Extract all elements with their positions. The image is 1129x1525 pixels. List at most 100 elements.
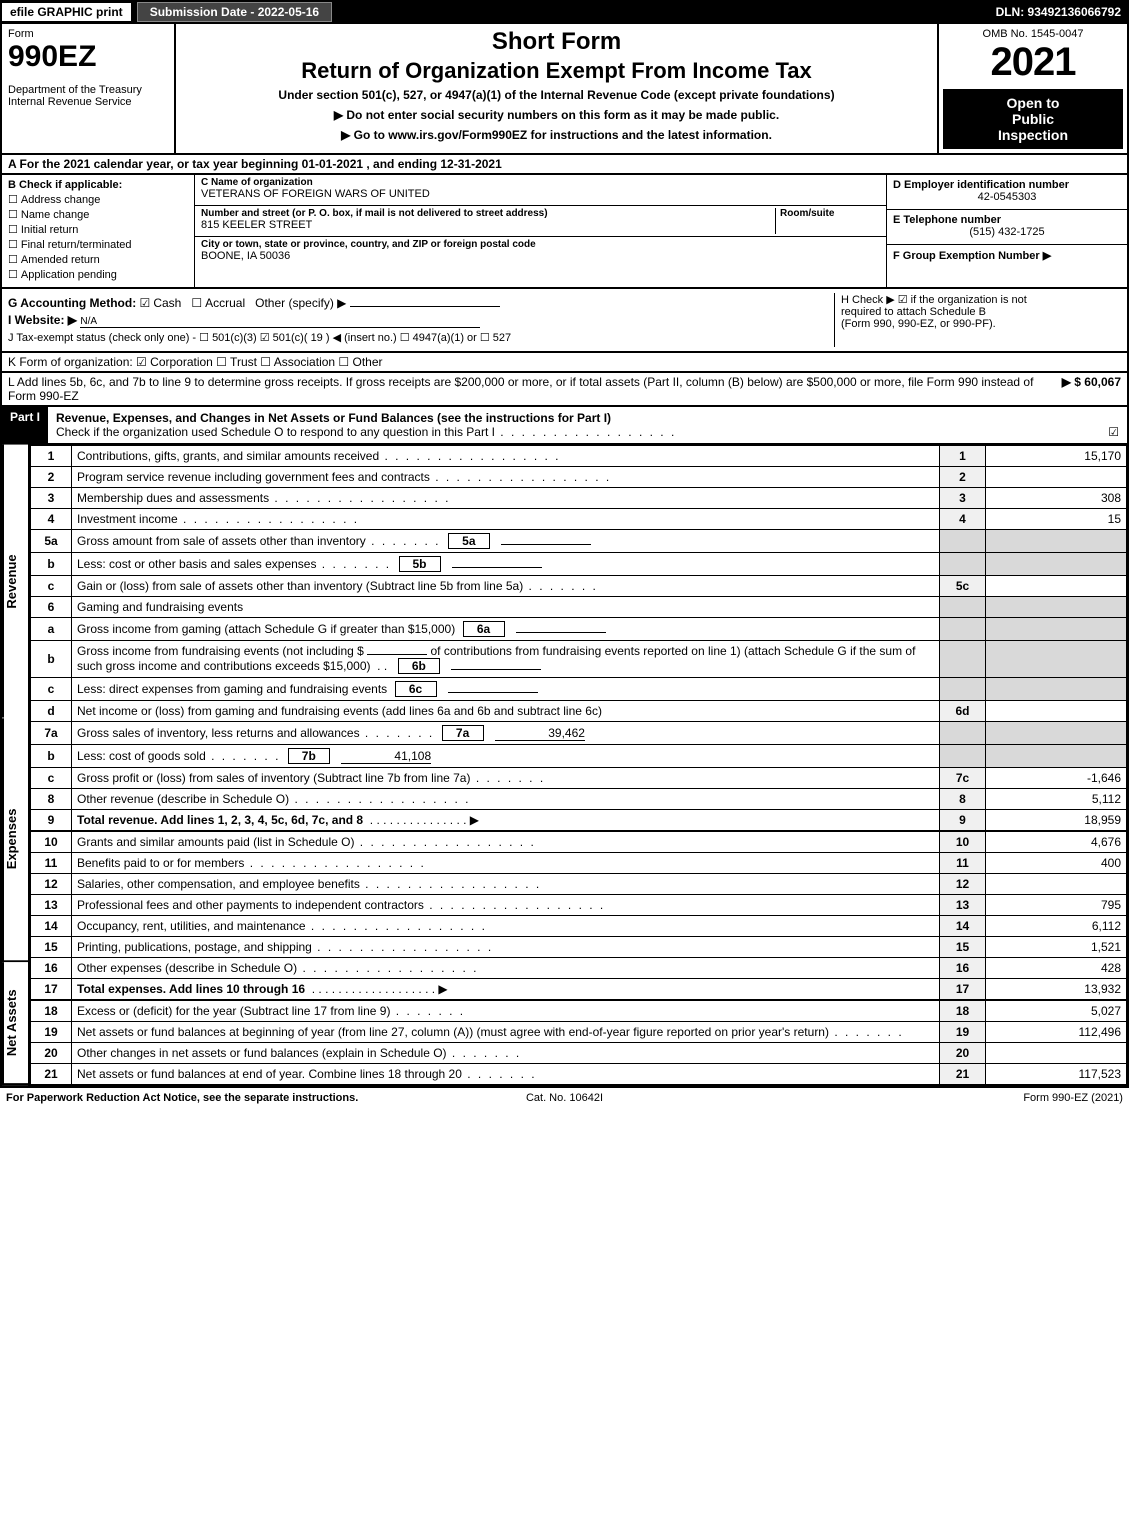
- l6b-text1: Gross income from fundraising events (no…: [77, 644, 364, 658]
- form-header: Form 990EZ Department of the Treasury In…: [0, 24, 1129, 155]
- l13-amt: 795: [986, 895, 1127, 916]
- footer-right: Form 990-EZ (2021): [751, 1092, 1123, 1104]
- footer-center: Cat. No. 10642I: [378, 1092, 750, 1104]
- l5a-amtcol: [986, 530, 1127, 553]
- line-16: 16 Other expenses (describe in Schedule …: [31, 958, 1127, 979]
- line-7c: c Gross profit or (loss) from sales of i…: [31, 768, 1127, 789]
- l4-no: 4: [31, 509, 72, 530]
- g-other-blank[interactable]: [350, 306, 500, 307]
- l15-desc: Printing, publications, postage, and shi…: [72, 937, 940, 958]
- line-1: 1 Contributions, gifts, grants, and simi…: [31, 446, 1127, 467]
- line-11: 11 Benefits paid to or for members 11 40…: [31, 853, 1127, 874]
- l6d-desc: Net income or (loss) from gaming and fun…: [72, 701, 940, 722]
- line-9: 9 Total revenue. Add lines 1, 2, 3, 4, 5…: [31, 810, 1127, 832]
- l13-num: 13: [940, 895, 986, 916]
- phone-value: (515) 432-1725: [893, 226, 1121, 238]
- group-label: F Group Exemption Number ▶: [893, 250, 1051, 262]
- line-5b: b Less: cost or other basis and sales ex…: [31, 553, 1127, 576]
- l5c-no: c: [31, 576, 72, 597]
- l6d-amt: [986, 701, 1127, 722]
- l11-no: 11: [31, 853, 72, 874]
- side-revenue: Revenue: [2, 445, 28, 718]
- l6a-no: a: [31, 618, 72, 641]
- l17-text: Total expenses. Add lines 10 through 16: [77, 982, 305, 996]
- check-amended-return[interactable]: Amended return: [8, 253, 188, 266]
- check-address-change[interactable]: Address change: [8, 193, 188, 206]
- l6c-amtcol: [986, 678, 1127, 701]
- omb-number: OMB No. 1545-0047: [943, 28, 1123, 40]
- l17-num: 17: [940, 979, 986, 1001]
- l5b-amtcol: [986, 553, 1127, 576]
- l6b-numcol: [940, 641, 986, 678]
- part-i-label: Part I: [2, 407, 48, 443]
- l10-amt: 4,676: [986, 831, 1127, 853]
- l14-num: 14: [940, 916, 986, 937]
- g-accrual[interactable]: Accrual: [191, 296, 245, 310]
- check-application-pending[interactable]: Application pending: [8, 268, 188, 281]
- l2-no: 2: [31, 467, 72, 488]
- l7b-text: Less: cost of goods sold: [77, 749, 280, 763]
- l7c-desc: Gross profit or (loss) from sales of inv…: [72, 768, 940, 789]
- line-5a: 5a Gross amount from sale of assets othe…: [31, 530, 1127, 553]
- l6b-amtcol: [986, 641, 1127, 678]
- main-table: Revenue Expenses Net Assets 1 Contributi…: [0, 445, 1129, 1087]
- check-name-change[interactable]: Name change: [8, 208, 188, 221]
- l5a-numcol: [940, 530, 986, 553]
- l8-no: 8: [31, 789, 72, 810]
- l-amount: ▶ $ 60,067: [1062, 375, 1121, 403]
- l12-num: 12: [940, 874, 986, 895]
- l6a-amtcol: [986, 618, 1127, 641]
- line-8: 8 Other revenue (describe in Schedule O)…: [31, 789, 1127, 810]
- l9-no: 9: [31, 810, 72, 832]
- l5c-amt: [986, 576, 1127, 597]
- l6b-desc: Gross income from fundraising events (no…: [72, 641, 940, 678]
- l19-amt: 112,496: [986, 1022, 1127, 1043]
- l20-num: 20: [940, 1043, 986, 1064]
- l8-amt: 5,112: [986, 789, 1127, 810]
- line-6d: d Net income or (loss) from gaming and f…: [31, 701, 1127, 722]
- efile-print[interactable]: efile GRAPHIC print: [2, 3, 131, 21]
- l11-desc: Benefits paid to or for members: [72, 853, 940, 874]
- i-label: I Website: ▶: [8, 313, 77, 327]
- info-block: B Check if applicable: Address change Na…: [0, 175, 1129, 289]
- i-website[interactable]: N/A: [80, 316, 480, 328]
- line-15: 15 Printing, publications, postage, and …: [31, 937, 1127, 958]
- check-final-return[interactable]: Final return/terminated: [8, 238, 188, 251]
- check-initial-return[interactable]: Initial return: [8, 223, 188, 236]
- l15-amt: 1,521: [986, 937, 1127, 958]
- g-other: Other (specify) ▶: [255, 296, 346, 310]
- g-cash[interactable]: Cash: [140, 296, 182, 310]
- l6a-val: [516, 632, 606, 633]
- l3-desc: Membership dues and assessments: [72, 488, 940, 509]
- l6b-no: b: [31, 641, 72, 678]
- l14-desc: Occupancy, rent, utilities, and maintena…: [72, 916, 940, 937]
- l6b-blank: [367, 654, 427, 655]
- l6c-no: c: [31, 678, 72, 701]
- l14-amt: 6,112: [986, 916, 1127, 937]
- goto-link[interactable]: ▶ Go to www.irs.gov/Form990EZ for instru…: [186, 128, 927, 142]
- l6c-desc: Less: direct expenses from gaming and fu…: [72, 678, 940, 701]
- part-i-text: Revenue, Expenses, and Changes in Net As…: [48, 407, 1127, 443]
- line-5c: c Gain or (loss) from sale of assets oth…: [31, 576, 1127, 597]
- l3-num: 3: [940, 488, 986, 509]
- dept-treasury: Department of the Treasury: [8, 84, 168, 96]
- room-label: Room/suite: [780, 208, 880, 219]
- lines-table: 1 Contributions, gifts, grants, and simi…: [30, 445, 1127, 1085]
- l5b-no: b: [31, 553, 72, 576]
- l12-desc: Salaries, other compensation, and employ…: [72, 874, 940, 895]
- open-line1: Open to: [947, 95, 1119, 111]
- section-b-label: B Check if applicable:: [8, 179, 188, 191]
- l18-amt: 5,027: [986, 1000, 1127, 1022]
- city-row: City or town, state or province, country…: [195, 237, 886, 267]
- line-19: 19 Net assets or fund balances at beginn…: [31, 1022, 1127, 1043]
- section-g: G Accounting Method: Cash Accrual Other …: [8, 296, 834, 310]
- l11-num: 11: [940, 853, 986, 874]
- l2-num: 2: [940, 467, 986, 488]
- top-bar: efile GRAPHIC print Submission Date - 20…: [0, 0, 1129, 24]
- l12-amt: [986, 874, 1127, 895]
- org-name-row: C Name of organization VETERANS OF FOREI…: [195, 175, 886, 206]
- l6-numcol: [940, 597, 986, 618]
- submission-date: Submission Date - 2022-05-16: [137, 2, 332, 22]
- l6c-numcol: [940, 678, 986, 701]
- part-i-checked[interactable]: ☑: [1108, 425, 1119, 439]
